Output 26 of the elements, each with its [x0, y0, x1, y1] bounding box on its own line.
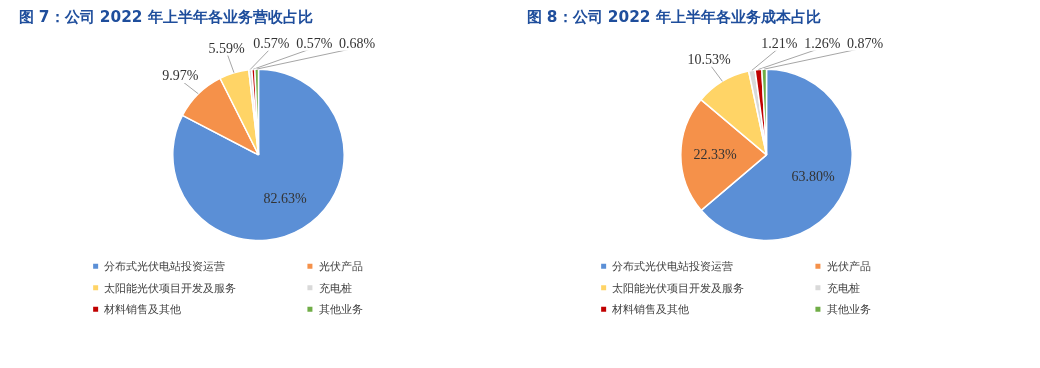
data-label: 0.87%: [846, 35, 884, 51]
data-label: 22.33%: [693, 147, 737, 163]
data-label: 0.57%: [296, 35, 333, 51]
data-label: 1.26%: [804, 35, 841, 51]
data-label: 0.68%: [338, 35, 376, 51]
legend-label: 光伏产品: [826, 259, 871, 274]
legend-label: 光伏产品: [318, 259, 363, 274]
data-label: 0.57%: [253, 35, 290, 51]
legend-label: 太阳能光伏项目开发及服务: [104, 280, 237, 295]
legend-label: 分布式光伏电站投资运营: [104, 259, 226, 274]
chart-title: 图 7：公司 2022 年上半年各业务营收占比: [18, 7, 313, 26]
data-label: 82.63%: [263, 191, 308, 207]
legend-label: 充电桩: [318, 280, 352, 295]
chart-title: 图 8：公司 2022 年上半年各业务成本占比: [526, 7, 821, 26]
legend-label: 其他业务: [826, 302, 871, 317]
legend-label: 分布式光伏电站投资运营: [612, 259, 734, 274]
legend-label: 充电桩: [826, 280, 860, 295]
legend-label: 材料销售及其他: [103, 302, 182, 317]
legend-label: 材料销售及其他: [611, 302, 690, 317]
data-label: 63.80%: [791, 168, 836, 184]
data-label: 1.21%: [761, 35, 798, 51]
data-label: 10.53%: [687, 51, 732, 67]
legend-label: 太阳能光伏项目开发及服务: [612, 280, 745, 295]
data-label: 5.59%: [208, 40, 246, 56]
data-label: 9.97%: [162, 67, 199, 83]
legend-label: 其他业务: [318, 302, 363, 317]
